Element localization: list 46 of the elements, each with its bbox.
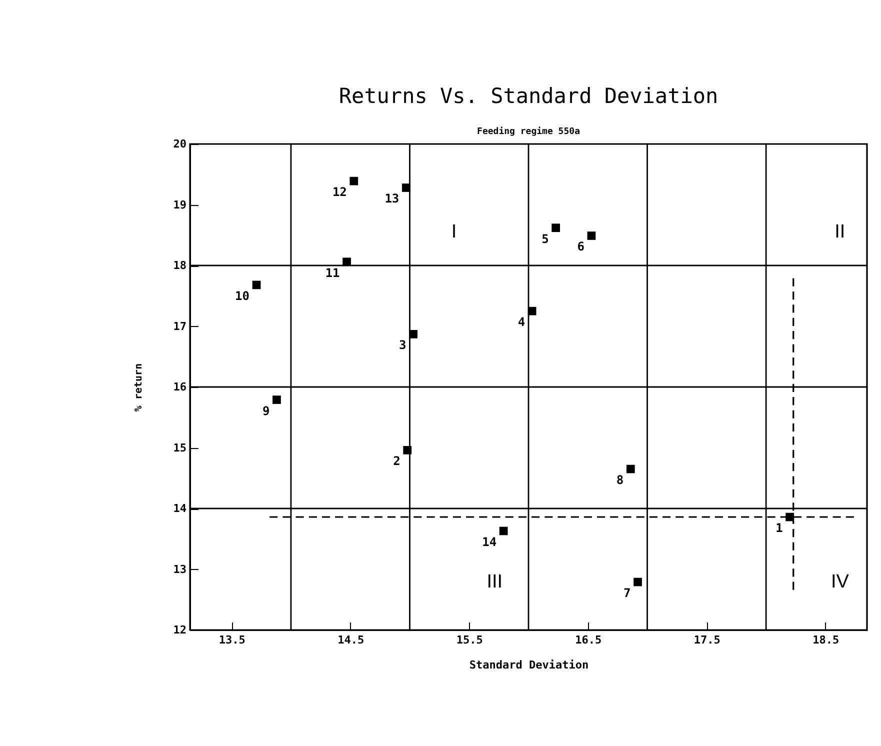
annotation: 7: [624, 586, 631, 600]
y-tick-label: 18: [173, 259, 186, 272]
point: [350, 176, 358, 186]
annotation: 5: [542, 232, 549, 246]
x-tick-label: 15.5: [456, 634, 483, 646]
annotation: 14: [482, 534, 497, 549]
annotation: II: [834, 221, 846, 242]
annotation: III: [486, 571, 503, 592]
y-axis-title: % return: [133, 363, 144, 412]
y-tick-label: 16: [173, 380, 187, 394]
y-tick-label: 15: [173, 441, 186, 454]
point: [252, 280, 261, 290]
annotation: 11: [325, 266, 340, 280]
annotation: 6: [577, 240, 584, 254]
chart-title: Returns Vs. Standard Deviation: [338, 84, 718, 108]
point: [587, 232, 596, 240]
annotation: 13: [384, 192, 400, 206]
point: [499, 526, 508, 536]
x-tick-label: 14.5: [338, 634, 364, 646]
y-tick-label: 13: [173, 562, 186, 576]
y-tick-label: 19: [173, 198, 186, 212]
x-axis-title: Standard Deviation: [469, 658, 589, 672]
annotation: 1: [776, 521, 783, 536]
y-tick-label: 14: [173, 502, 187, 515]
annotation: I: [451, 221, 457, 242]
annotation: 12: [332, 185, 347, 200]
y-tick-label: 17: [173, 320, 186, 333]
annotation: 8: [616, 473, 624, 488]
y-tick-label: 12: [173, 624, 186, 636]
annotation: 4: [518, 315, 526, 330]
y-tick-label: 20: [173, 138, 186, 150]
point: [634, 578, 642, 586]
annotation: 9: [262, 404, 270, 418]
annotation: 3: [399, 338, 406, 352]
annotation: 10: [235, 288, 250, 303]
point: [626, 464, 635, 474]
x-tick-label: 17.5: [694, 634, 720, 646]
point: [342, 258, 351, 266]
annotation: IV: [830, 571, 850, 592]
x-tick-label: 13.5: [218, 634, 246, 646]
point: [552, 224, 560, 232]
chart-subtitle: Feeding regime 550a: [477, 126, 580, 137]
annotation: 2: [393, 454, 400, 468]
x-tick-label: 16.5: [575, 634, 602, 646]
point: [272, 396, 281, 404]
x-tick-label: 18.5: [812, 634, 840, 646]
